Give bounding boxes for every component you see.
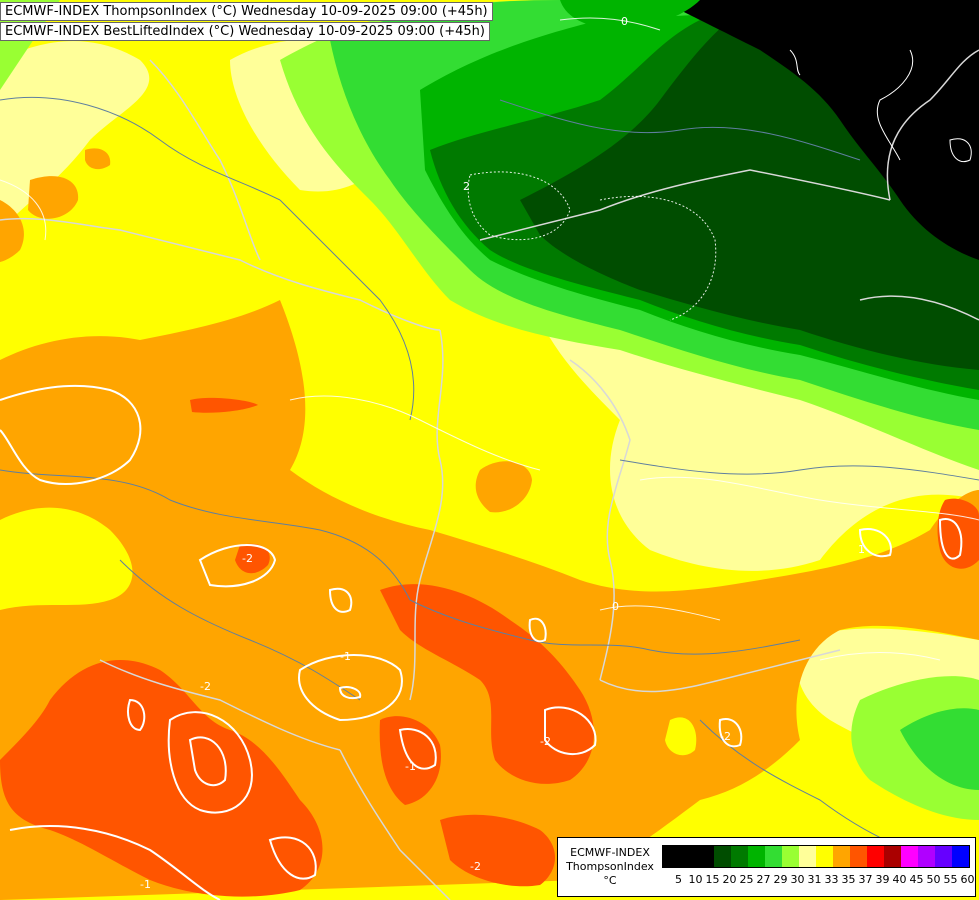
legend-parameter: ThompsonIndex [566,860,654,873]
legend-tick-label: 60 [960,873,975,886]
legend-title-block: ECMWF-INDEX ThompsonIndex °C [562,846,658,888]
legend-tick-label: 31 [807,873,822,886]
field-red-orange-mid [235,543,270,574]
legend-tick-label: 30 [790,873,805,886]
contour-label: -1 [140,878,151,891]
legend-swatch [867,846,884,867]
legend-color-bar [662,845,970,868]
legend-swatch [765,846,782,867]
field-black [660,0,979,260]
color-legend: ECMWF-INDEX ThompsonIndex °C 5 10 15 20 25 27… [557,837,976,897]
field-orange-patch-n [85,148,111,170]
legend-model: ECMWF-INDEX [570,846,650,859]
legend-swatch [952,846,969,867]
contour-label: -2 [720,730,731,743]
field-red-orange-sw [0,660,323,897]
contour-label: -1 [405,760,416,773]
contour-label: 0 [621,15,628,28]
field-orange-west-edge [0,200,24,262]
legend-tick-labels: 5 10 15 20 25 27 29 30 31 33 35 37 39 40 45 50 55 60 [670,873,976,886]
legend-tick-label: 10 [688,873,703,886]
field-yellow-inner-se [665,717,697,756]
contour-label: -2 [540,735,551,748]
legend-unit: °C [603,874,617,887]
legend-swatch [663,846,680,867]
contour-lines [0,384,963,900]
field-pale-yellow-east [540,320,979,571]
legend-swatch [782,846,799,867]
legend-swatch [714,846,731,867]
legend-tick-label: 45 [909,873,924,886]
legend-swatch [680,846,697,867]
legend-swatch [850,846,867,867]
field-red-orange-ne [937,498,979,569]
legend-tick-label: 5 [675,873,682,886]
legend-swatch [833,846,850,867]
contour-label: 2 [463,180,470,193]
field-red-orange-w [190,397,258,413]
legend-tick-label: 55 [943,873,958,886]
contour-lines-faint [467,171,717,321]
field-red-orange-south [380,584,594,784]
legend-swatch [816,846,833,867]
country-borders [0,49,979,900]
legend-tick-label: 33 [824,873,839,886]
legend-swatch [901,846,918,867]
legend-swatch [731,846,748,867]
field-green-patch-top [560,0,700,30]
legend-tick-label: 27 [756,873,771,886]
legend-swatch [748,846,765,867]
field-yellow-inner [0,507,133,610]
legend-swatch [935,846,952,867]
contour-label: -2 [200,680,211,693]
map-title-secondary: ECMWF-INDEX BestLiftedIndex (°C) Wednesd… [0,22,490,41]
legend-swatch [799,846,816,867]
legend-tick-label: 40 [892,873,907,886]
field-orange-patch-ne [28,176,79,219]
contour-lines-thin [0,17,979,661]
legend-tick-label: 35 [841,873,856,886]
coastlines [789,49,972,163]
legend-swatch [884,846,901,867]
contour-label: -1 [340,650,351,663]
contour-label: 1 [858,543,865,556]
legend-swatch [697,846,714,867]
legend-tick-label: 29 [773,873,788,886]
field-orange-patch-center [475,461,532,513]
contour-label: -2 [242,552,253,565]
legend-tick-label: 50 [926,873,941,886]
field-red-orange-s2 [440,814,555,887]
legend-tick-label: 39 [875,873,890,886]
legend-tick-label: 20 [722,873,737,886]
field-green-mid-se [900,708,979,790]
map-title-primary: ECMWF-INDEX ThompsonIndex (°C) Wednesday… [0,2,493,21]
legend-swatch [918,846,935,867]
contour-label: 0 [612,600,619,613]
legend-tick-label: 37 [858,873,873,886]
legend-tick-label: 25 [739,873,754,886]
contour-label: -2 [470,860,481,873]
legend-tick-label: 15 [705,873,720,886]
